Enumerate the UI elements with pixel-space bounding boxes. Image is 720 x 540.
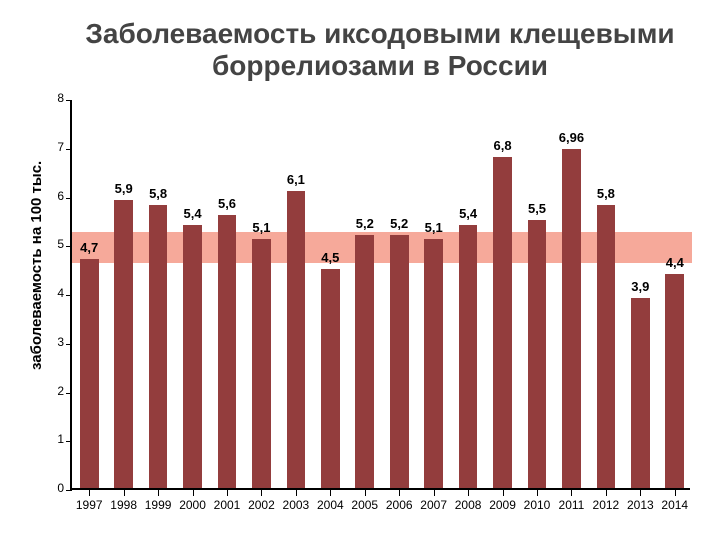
bar-data-label: 5,2 xyxy=(356,216,374,231)
y-tick-label: 0 xyxy=(48,481,64,495)
x-axis-label: 2009 xyxy=(489,498,516,512)
chart-title: Заболеваемость иксодовыми клещевыми борр… xyxy=(80,18,680,82)
bar xyxy=(459,225,478,488)
bar-data-label: 4,4 xyxy=(666,255,684,270)
x-tick xyxy=(227,490,229,496)
x-axis-label: 2004 xyxy=(317,498,344,512)
y-tick-label: 3 xyxy=(48,335,64,349)
bar-data-label: 5,2 xyxy=(390,216,408,231)
bar-data-label: 5,1 xyxy=(252,220,270,235)
y-tick xyxy=(66,246,72,248)
bar xyxy=(562,149,581,488)
y-axis-label: заболеваемость на 100 тыс. xyxy=(28,161,45,370)
bar xyxy=(424,239,443,488)
bar xyxy=(183,225,202,488)
x-tick xyxy=(399,490,401,496)
x-tick xyxy=(261,490,263,496)
bar xyxy=(252,239,271,488)
bar xyxy=(114,200,133,488)
y-tick-label: 5 xyxy=(48,237,64,251)
bar-data-label: 5,1 xyxy=(425,220,443,235)
bar-data-label: 3,9 xyxy=(631,279,649,294)
x-tick xyxy=(468,490,470,496)
bar-data-label: 4,7 xyxy=(80,240,98,255)
x-axis-label: 2007 xyxy=(420,498,447,512)
x-tick xyxy=(89,490,91,496)
x-tick xyxy=(640,490,642,496)
x-axis-label: 2000 xyxy=(179,498,206,512)
bar xyxy=(665,274,684,489)
bar-data-label: 4,5 xyxy=(321,250,339,265)
bar xyxy=(493,157,512,489)
bar-data-label: 5,8 xyxy=(149,186,167,201)
y-tick-label: 7 xyxy=(48,140,64,154)
y-tick-label: 1 xyxy=(48,432,64,446)
x-axis-label: 1999 xyxy=(145,498,172,512)
bar xyxy=(287,191,306,488)
x-axis-label: 2014 xyxy=(661,498,688,512)
x-tick xyxy=(330,490,332,496)
bar xyxy=(528,220,547,488)
bar-data-label: 5,6 xyxy=(218,196,236,211)
x-tick xyxy=(503,490,505,496)
y-tick-label: 8 xyxy=(48,91,64,105)
x-axis-label: 2008 xyxy=(455,498,482,512)
x-tick xyxy=(158,490,160,496)
y-tick-label: 2 xyxy=(48,384,64,398)
chart-plot-area: 0123456784,719975,919985,819995,420005,6… xyxy=(70,100,690,490)
y-tick xyxy=(66,198,72,200)
y-tick-label: 4 xyxy=(48,286,64,300)
bar xyxy=(321,269,340,488)
bar xyxy=(80,259,99,488)
bar xyxy=(149,205,168,488)
x-tick xyxy=(434,490,436,496)
bar-data-label: 6,1 xyxy=(287,172,305,187)
bar-data-label: 5,5 xyxy=(528,201,546,216)
x-tick xyxy=(675,490,677,496)
x-axis-label: 2011 xyxy=(559,498,585,512)
bar xyxy=(631,298,650,488)
x-axis-label: 2010 xyxy=(524,498,551,512)
y-tick xyxy=(66,393,72,395)
bar xyxy=(355,235,374,489)
bar-data-label: 5,4 xyxy=(184,206,202,221)
bar-data-label: 5,8 xyxy=(597,186,615,201)
bar-data-label: 5,9 xyxy=(115,181,133,196)
x-axis-label: 2012 xyxy=(593,498,620,512)
x-axis-label: 1998 xyxy=(110,498,137,512)
bar xyxy=(597,205,616,488)
x-axis-label: 2001 xyxy=(214,498,241,512)
bar-data-label: 5,4 xyxy=(459,206,477,221)
x-tick xyxy=(606,490,608,496)
bar xyxy=(218,215,237,488)
x-tick xyxy=(124,490,126,496)
bar xyxy=(390,235,409,489)
x-tick xyxy=(571,490,573,496)
x-axis-label: 2013 xyxy=(627,498,654,512)
y-tick-label: 6 xyxy=(48,189,64,203)
bar-data-label: 6,8 xyxy=(494,138,512,153)
y-tick xyxy=(66,490,72,492)
x-axis-label: 2005 xyxy=(351,498,378,512)
x-tick xyxy=(537,490,539,496)
x-axis-label: 1997 xyxy=(76,498,103,512)
y-tick xyxy=(66,441,72,443)
x-axis-label: 2003 xyxy=(283,498,310,512)
y-tick xyxy=(66,100,72,102)
x-tick xyxy=(365,490,367,496)
y-tick xyxy=(66,149,72,151)
x-tick xyxy=(193,490,195,496)
y-tick xyxy=(66,295,72,297)
bar-data-label: 6,96 xyxy=(559,130,584,145)
x-tick xyxy=(296,490,298,496)
x-axis-label: 2006 xyxy=(386,498,413,512)
x-axis-label: 2002 xyxy=(248,498,275,512)
y-tick xyxy=(66,344,72,346)
